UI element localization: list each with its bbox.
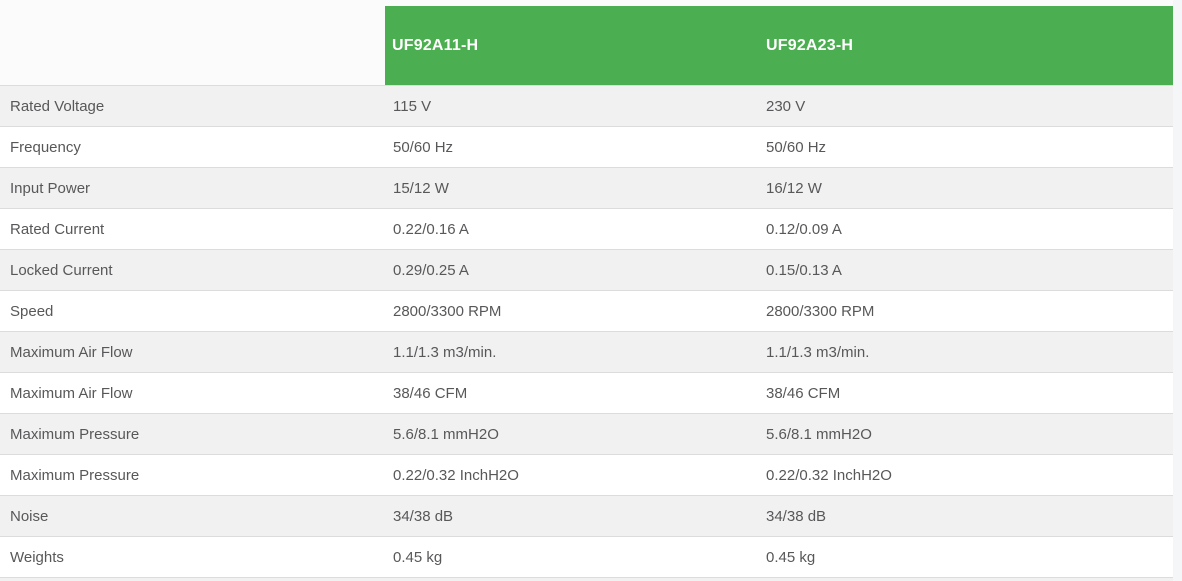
spec-label: Frequency — [10, 138, 81, 156]
partial-next-row — [0, 577, 1173, 581]
spec-label: Maximum Pressure — [10, 425, 140, 443]
spec-label: Maximum Air Flow — [10, 343, 133, 361]
spec-row-noise: Noise 34/38 dB 34/38 dB — [0, 495, 1173, 536]
spec-value-uf92a11: 5.6/8.1 mmH2O — [393, 425, 499, 443]
column-header-uf92a23-h: UF92A23-H — [766, 36, 854, 54]
spec-value-uf92a23: 2800/3300 RPM — [766, 302, 875, 320]
spec-value-uf92a11: 15/12 W — [393, 179, 449, 197]
column-header-uf92a11-h: UF92A11-H — [392, 36, 479, 54]
spec-label: Noise — [10, 507, 49, 525]
spec-value-uf92a11: 0.22/0.32 InchH2O — [393, 466, 519, 484]
spec-value-uf92a11: 1.1/1.3 m3/min. — [393, 343, 497, 361]
spec-value-uf92a23: 50/60 Hz — [766, 138, 827, 156]
spec-value-uf92a23: 5.6/8.1 mmH2O — [766, 425, 872, 443]
spec-value-uf92a11: 0.45 kg — [393, 548, 443, 566]
spec-row-rated-current: Rated Current 0.22/0.16 A 0.12/0.09 A — [0, 208, 1173, 249]
spec-value-uf92a23: 0.22/0.32 InchH2O — [766, 466, 892, 484]
spec-value-uf92a23: 230 V — [766, 97, 806, 115]
spec-row-max-pressure-inchh2o: Maximum Pressure 0.22/0.32 InchH2O 0.22/… — [0, 454, 1173, 495]
spec-label: Speed — [10, 302, 54, 320]
spec-row-speed: Speed 2800/3300 RPM 2800/3300 RPM — [0, 290, 1173, 331]
spec-row-weights: Weights 0.45 kg 0.45 kg — [0, 536, 1173, 577]
spec-value-uf92a23: 38/46 CFM — [766, 384, 841, 402]
spec-value-uf92a23: 0.15/0.13 A — [766, 261, 842, 279]
spec-row-rated-voltage: Rated Voltage 115 V 230 V — [0, 85, 1173, 126]
spec-value-uf92a23: 1.1/1.3 m3/min. — [766, 343, 870, 361]
spec-row-locked-current: Locked Current 0.29/0.25 A 0.15/0.13 A — [0, 249, 1173, 290]
spec-value-uf92a11: 50/60 Hz — [393, 138, 454, 156]
spec-value-uf92a11: 2800/3300 RPM — [393, 302, 502, 320]
table-header-green-band: UF92A11-H UF92A23-H — [385, 6, 1173, 85]
spec-value-uf92a23: 16/12 W — [766, 179, 822, 197]
spec-label: Weights — [10, 548, 64, 566]
spec-value-uf92a11: 0.22/0.16 A — [393, 220, 469, 238]
spec-row-max-air-flow-cfm: Maximum Air Flow 38/46 CFM 38/46 CFM — [0, 372, 1173, 413]
spec-value-uf92a11: 38/46 CFM — [393, 384, 468, 402]
spec-value-uf92a23: 0.12/0.09 A — [766, 220, 842, 238]
spec-label: Locked Current — [10, 261, 113, 279]
spec-value-uf92a23: 0.45 kg — [766, 548, 816, 566]
spec-label: Input Power — [10, 179, 91, 197]
spec-row-max-air-flow-m3: Maximum Air Flow 1.1/1.3 m3/min. 1.1/1.3… — [0, 331, 1173, 372]
spec-row-input-power: Input Power 15/12 W 16/12 W — [0, 167, 1173, 208]
spec-row-frequency: Frequency 50/60 Hz 50/60 Hz — [0, 126, 1173, 167]
spec-label: Rated Voltage — [10, 97, 105, 115]
spec-value-uf92a11: 115 V — [393, 97, 432, 115]
spec-value-uf92a11: 0.29/0.25 A — [393, 261, 469, 279]
spec-row-max-pressure-mmh2o: Maximum Pressure 5.6/8.1 mmH2O 5.6/8.1 m… — [0, 413, 1173, 454]
spec-value-uf92a23: 34/38 dB — [766, 507, 827, 525]
spec-label: Maximum Pressure — [10, 466, 140, 484]
table-header-row: UF92A11-H UF92A23-H — [0, 0, 1173, 85]
spec-value-uf92a11: 34/38 dB — [393, 507, 454, 525]
spec-label: Maximum Air Flow — [10, 384, 133, 402]
spec-label: Rated Current — [10, 220, 105, 238]
